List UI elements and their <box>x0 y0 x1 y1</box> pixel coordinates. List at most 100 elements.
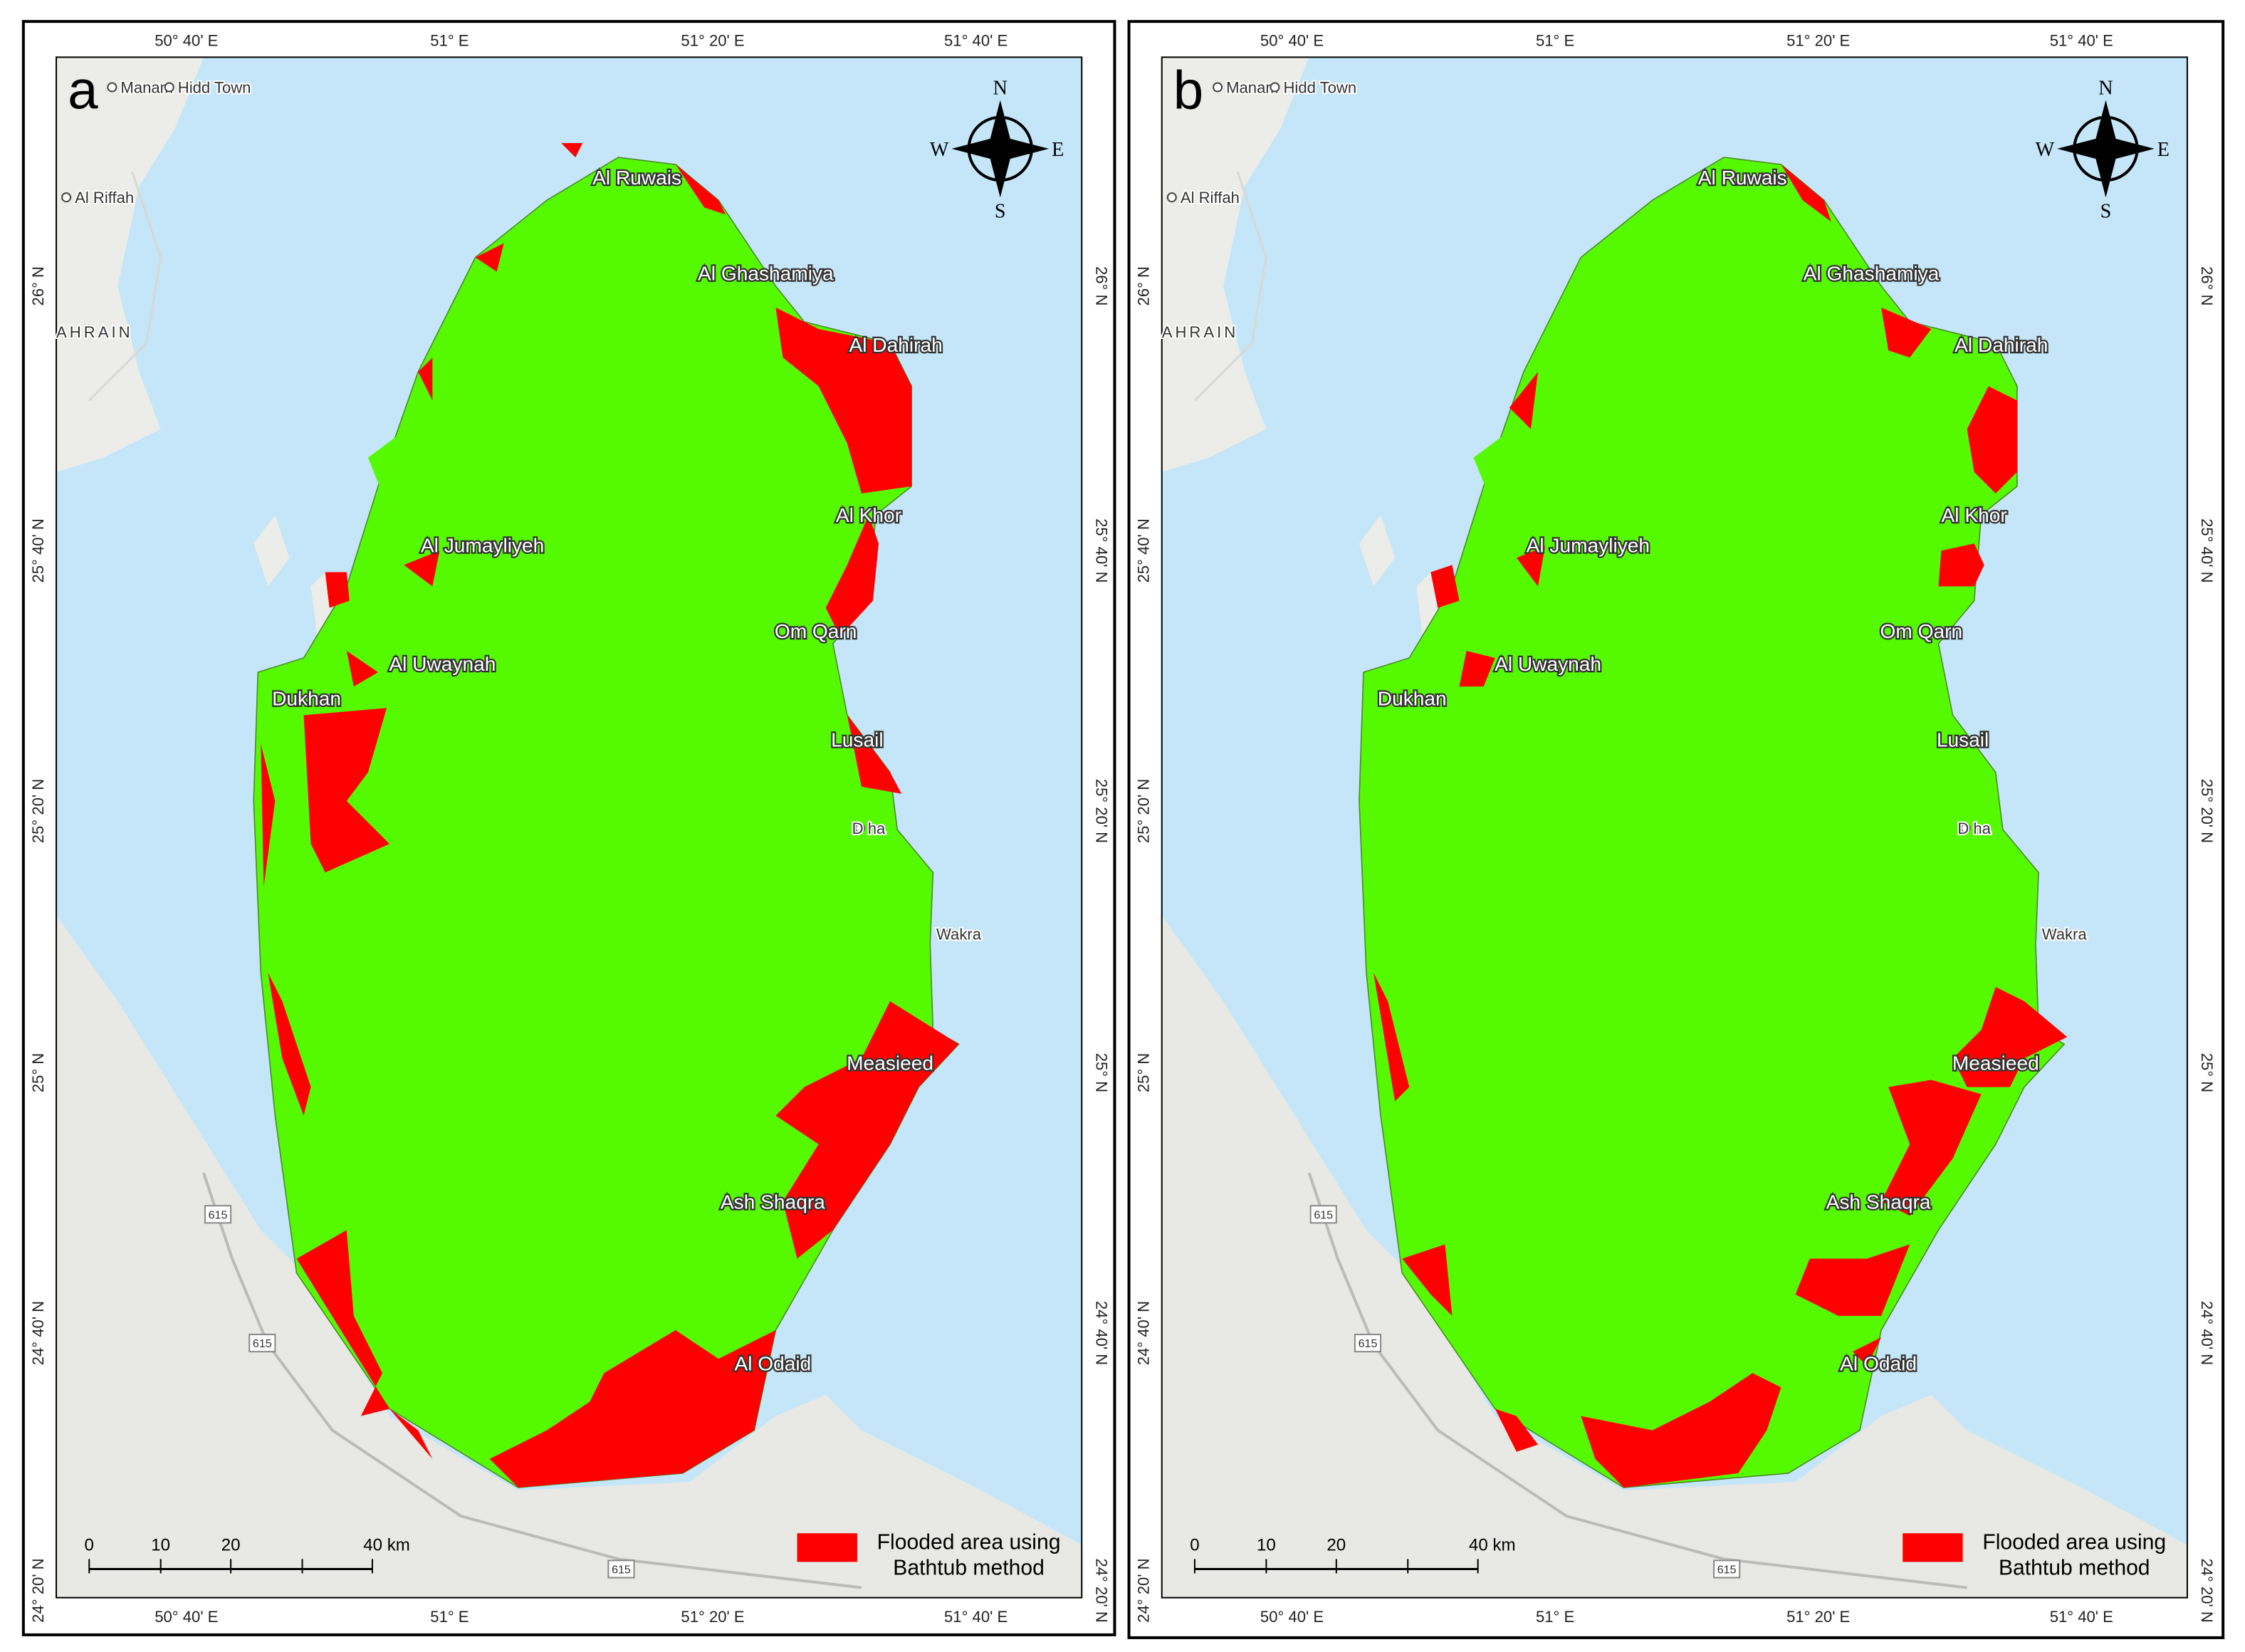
road-label: 615 <box>1717 1564 1737 1577</box>
compass-letter: E <box>2157 139 2170 161</box>
road-shield <box>1354 1334 1382 1353</box>
place-label: Al Ruwais <box>1698 167 1787 189</box>
scale-label: 40 km <box>363 1535 410 1554</box>
place-label: Al Uwaynah <box>1495 653 1601 675</box>
right-tick-label: 26° N <box>2198 266 2216 305</box>
place-marker <box>1270 82 1280 93</box>
right-tick-label: 25° N <box>1092 1053 1110 1092</box>
compass-letter: S <box>2100 200 2112 222</box>
left-tick-label: 25° 40' N <box>29 518 47 582</box>
flooded-areas <box>261 142 959 1488</box>
road-shield <box>204 1205 232 1224</box>
compass-letter: E <box>1052 139 1064 161</box>
place-marker <box>164 82 174 93</box>
legend-label: Bathtub method <box>893 1557 1045 1580</box>
compass-letter: W <box>930 139 949 161</box>
bottom-tick-label: 51° E <box>430 1608 469 1626</box>
place-label: Al Uwaynah <box>389 653 496 675</box>
right-tick-label: 25° 40' N <box>2198 518 2216 582</box>
right-tick-label: 24° 40' N <box>2198 1301 2216 1365</box>
panel-a: a 50° 40' E 51° E 51° 20' E 51° 40' E 50° 40'… <box>21 20 1116 1636</box>
top-tick-label: 51° 20' E <box>1786 31 1850 49</box>
top-tick-label: 51° 20' E <box>681 31 744 49</box>
panel-label: b <box>1173 61 1203 121</box>
top-tick-label: 51° 40' E <box>2050 31 2113 49</box>
place-label: Dukhan <box>272 687 341 709</box>
place-label: Wakra <box>936 926 982 943</box>
road-shield <box>248 1334 276 1353</box>
right-tick-label: 25° 20' N <box>1092 779 1110 843</box>
place-label: Hidd Town <box>178 79 251 97</box>
panel-label: a <box>68 61 98 121</box>
place-label: Al Jumayliyeh <box>421 534 544 556</box>
compass-ring <box>2073 115 2139 182</box>
compass-ring <box>967 115 1033 182</box>
road-label: 615 <box>253 1337 272 1350</box>
road-label: 615 <box>1359 1337 1378 1350</box>
right-tick-label: 24° 40' N <box>1092 1301 1110 1365</box>
right-tick-label: 26° N <box>1092 266 1110 305</box>
scale-label: 40 km <box>1469 1535 1516 1554</box>
legend-swatch <box>1903 1533 1963 1562</box>
place-label: Al Khor <box>1942 504 2007 526</box>
place-label: D ha <box>1957 820 1991 837</box>
left-tick-label: 24° 20' N <box>1135 1558 1153 1622</box>
place-label: Ash Shaqra <box>721 1191 825 1213</box>
place-label: Al Odaid <box>1840 1352 1917 1374</box>
road-label: 615 <box>612 1564 631 1577</box>
place-marker <box>107 82 117 93</box>
bottom-tick-label: 51° 40' E <box>944 1608 1008 1626</box>
place-label: Lusail <box>1937 729 1989 751</box>
road-label: 615 <box>209 1208 228 1221</box>
left-tick-label: 26° N <box>29 266 47 305</box>
left-tick-label: 25° N <box>29 1053 47 1092</box>
top-tick-label: 50° 40' E <box>155 31 218 49</box>
compass-letter: N <box>2098 78 2113 100</box>
bottom-tick-label: 51° 40' E <box>2050 1608 2113 1626</box>
scale-label: 10 <box>1257 1535 1276 1554</box>
left-tick-label: 25° 20' N <box>1135 779 1153 843</box>
compass-rose <box>951 100 1050 198</box>
place-marker <box>1960 822 1971 834</box>
place-label: Al Khor <box>836 504 901 526</box>
right-tick-label: 25° 40' N <box>1092 518 1110 582</box>
left-tick-label: 25° N <box>1135 1053 1153 1092</box>
scale-label: 20 <box>1326 1535 1346 1554</box>
place-marker <box>2051 929 2061 939</box>
compass-letter: S <box>995 200 1006 222</box>
road-shield <box>1309 1205 1337 1224</box>
place-label: Manam <box>1226 79 1279 97</box>
left-tick-label: 24° 40' N <box>1135 1301 1153 1365</box>
left-tick-label: 25° 40' N <box>1135 518 1153 582</box>
panel-b: b 50° 40' E 51° E 51° 20' E 51° 40' E 50° 40'… <box>1127 20 2225 1639</box>
road-label: 615 <box>1314 1208 1333 1221</box>
place-label: Al Ruwais <box>592 167 681 189</box>
road-shield <box>1713 1559 1741 1579</box>
place-label: Dukhan <box>1378 687 1447 709</box>
place-label: Al Dahirah <box>1954 334 2048 356</box>
place-label: Measieed <box>847 1052 933 1074</box>
place-label: Om Qarn <box>775 620 857 642</box>
place-label: Om Qarn <box>1880 620 1963 642</box>
road-shield <box>607 1559 635 1579</box>
left-tick-label: 26° N <box>1135 266 1153 305</box>
legend-label: Flooded area using <box>1982 1530 2166 1554</box>
compass-letter: N <box>993 78 1008 100</box>
top-tick-label: 51° 40' E <box>944 31 1008 49</box>
legend-swatch <box>797 1533 857 1562</box>
left-tick-label: 24° 20' N <box>29 1558 47 1622</box>
top-tick-label: 50° 40' E <box>1260 31 1324 49</box>
place-marker <box>854 822 865 834</box>
place-label: AHRAIN <box>56 323 133 341</box>
right-tick-label: 24° 20' N <box>1092 1558 1110 1622</box>
place-label: Ash Shaqra <box>1826 1191 1931 1213</box>
compass-letter: W <box>2036 139 2055 161</box>
place-label: Hidd Town <box>1283 79 1356 97</box>
place-label: Al Dahirah <box>849 334 943 356</box>
place-marker <box>1213 82 1223 93</box>
place-label: AHRAIN <box>1162 323 1239 341</box>
place-label: Al Riffah <box>75 189 134 206</box>
bottom-tick-label: 51° 20' E <box>1786 1608 1850 1626</box>
legend-label: Bathtub method <box>1999 1557 2150 1580</box>
